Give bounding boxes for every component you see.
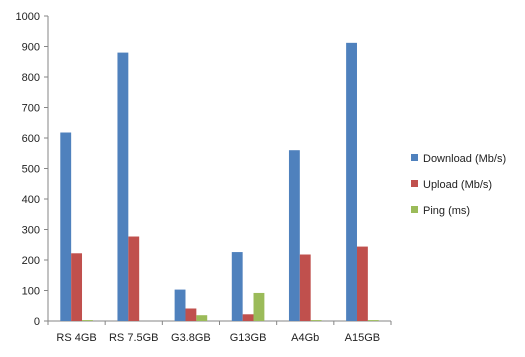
x-tick-labels: RS 4GB RS 7.5GB G3.8GB G13GB A4Gb A15GB [56,332,380,344]
bar-upload [299,254,311,321]
y-tick-label: 200 [22,255,40,267]
chart-legend: Download (Mb/s) Upload (Mb/s) Ping (ms) [411,153,506,217]
bar-download [231,252,243,321]
y-tick-label: 800 [22,72,40,84]
chart-axes [44,15,392,325]
bar-ping [196,315,208,321]
bar-upload [356,246,368,321]
y-tick-label: 500 [22,164,40,176]
x-tick-label: A15GB [345,332,380,344]
legend-label: Ping (ms) [423,205,470,217]
legend-swatch [411,154,418,161]
legend-swatch [411,180,418,187]
y-tick-label: 100 [22,286,40,298]
bar-upload [185,308,197,321]
y-tick-label: 600 [22,133,40,145]
bar-ping [310,320,322,321]
x-tick-label: RS 7.5GB [109,332,159,344]
bar-download [174,289,186,321]
bar-ping [82,320,93,321]
bar-ping [367,320,379,321]
legend-label: Download (Mb/s) [423,153,506,165]
legend-label: Upload (Mb/s) [423,179,492,191]
y-tick-label: 1000 [16,11,40,23]
y-tick-label: 300 [22,225,40,237]
bar-download [346,42,357,322]
bar-upload [128,236,140,321]
legend-swatch [411,206,418,213]
x-tick-label: G13GB [230,332,267,344]
bar-download [117,52,129,321]
y-tick-labels: 0 100 200 300 400 500 600 700 800 900 1000 [16,11,40,328]
y-tick-label: 400 [22,194,40,206]
y-tick-label: 700 [22,103,40,115]
bar-download [288,150,300,321]
x-tick-label: A4Gb [291,332,319,344]
y-tick-label: 900 [22,42,40,54]
bar-upload [242,314,254,321]
x-tick-label: G3.8GB [171,332,211,344]
bar-upload [71,253,83,321]
chart-bars [60,42,379,322]
y-tick-label: 0 [34,316,40,328]
x-tick-label: RS 4GB [56,332,96,344]
bar-download [60,132,72,321]
bar-ping [253,292,265,321]
